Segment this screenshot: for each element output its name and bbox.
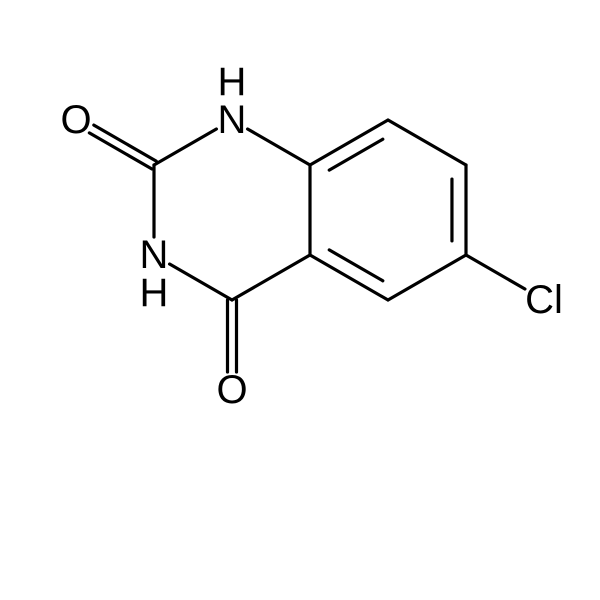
atom-label: H <box>218 60 247 104</box>
bond <box>154 129 216 165</box>
bond <box>94 125 156 161</box>
atom-label: O <box>60 98 91 142</box>
bond <box>329 139 383 170</box>
bond <box>466 255 525 289</box>
bond <box>248 129 310 165</box>
bond <box>89 133 151 169</box>
molecule-canvas: NHNHOOCl <box>0 0 600 600</box>
atom-label: N <box>218 98 247 142</box>
atom-label: Cl <box>525 278 563 322</box>
bond <box>388 120 466 165</box>
bond <box>232 255 310 300</box>
atom-label: O <box>216 368 247 412</box>
bond <box>388 255 466 300</box>
bond <box>329 250 383 281</box>
atom-label: H <box>140 271 169 315</box>
bond <box>170 264 232 300</box>
